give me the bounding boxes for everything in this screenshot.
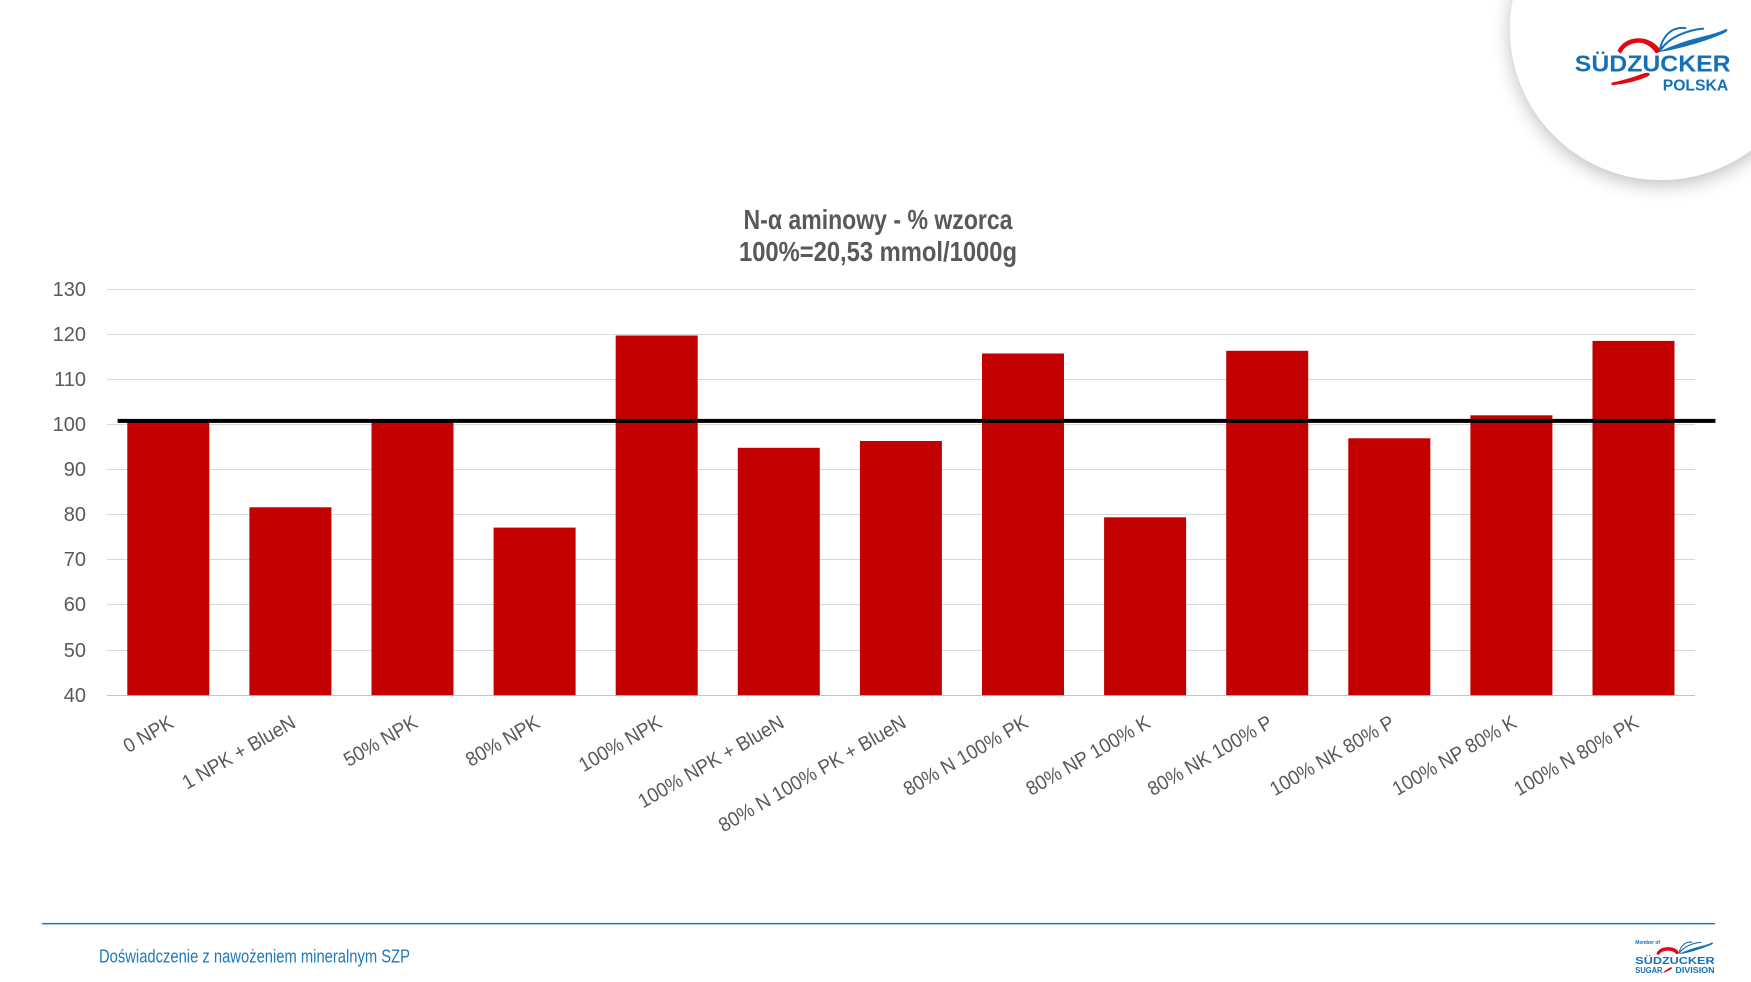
svg-text:80% NPK: 80% NPK (462, 711, 544, 771)
svg-text:SÜDZUCKER: SÜDZUCKER (1575, 50, 1731, 76)
svg-text:DIVISION: DIVISION (1675, 966, 1715, 975)
svg-text:1 NPK + BlueN: 1 NPK + BlueN (179, 712, 300, 795)
svg-text:120: 120 (53, 324, 86, 346)
svg-text:Doświadczenie z nawożeniem min: Doświadczenie z nawożeniem mineralnym SZ… (99, 947, 410, 967)
svg-text:80% NP 100% K: 80% NP 100% K (1022, 711, 1154, 800)
svg-text:0 NPK: 0 NPK (120, 711, 178, 757)
svg-text:100%=20,53 mmol/1000g: 100%=20,53 mmol/1000g (739, 236, 1017, 267)
svg-text:80: 80 (64, 504, 86, 526)
svg-text:40: 40 (64, 685, 86, 707)
svg-text:110: 110 (54, 369, 86, 391)
svg-text:60: 60 (64, 594, 86, 616)
svg-text:100% NP 80% K: 100% NP 80% K (1389, 711, 1521, 800)
svg-text:80% N 100% PK: 80% N 100% PK (900, 711, 1033, 800)
svg-text:70: 70 (64, 549, 86, 571)
svg-text:50% NPK: 50% NPK (340, 711, 422, 771)
svg-text:50: 50 (64, 640, 86, 662)
svg-text:90: 90 (64, 459, 86, 481)
svg-text:SUGAR: SUGAR (1635, 966, 1663, 975)
svg-text:100% NK 80% P: 100% NK 80% P (1266, 712, 1398, 801)
svg-text:SÜDZUCKER: SÜDZUCKER (1635, 956, 1714, 967)
svg-text:80% NK 100% P: 80% NK 100% P (1144, 712, 1276, 801)
svg-text:100: 100 (53, 414, 86, 436)
svg-text:Member of: Member of (1635, 940, 1660, 946)
svg-text:130: 130 (53, 279, 86, 301)
svg-text:100% N 80% PK: 100% N 80% PK (1510, 711, 1643, 800)
svg-text:N-α aminowy - % wzorca: N-α aminowy - % wzorca (744, 204, 1013, 235)
svg-text:100% NPK: 100% NPK (575, 711, 666, 776)
svg-text:POLSKA: POLSKA (1663, 78, 1729, 95)
